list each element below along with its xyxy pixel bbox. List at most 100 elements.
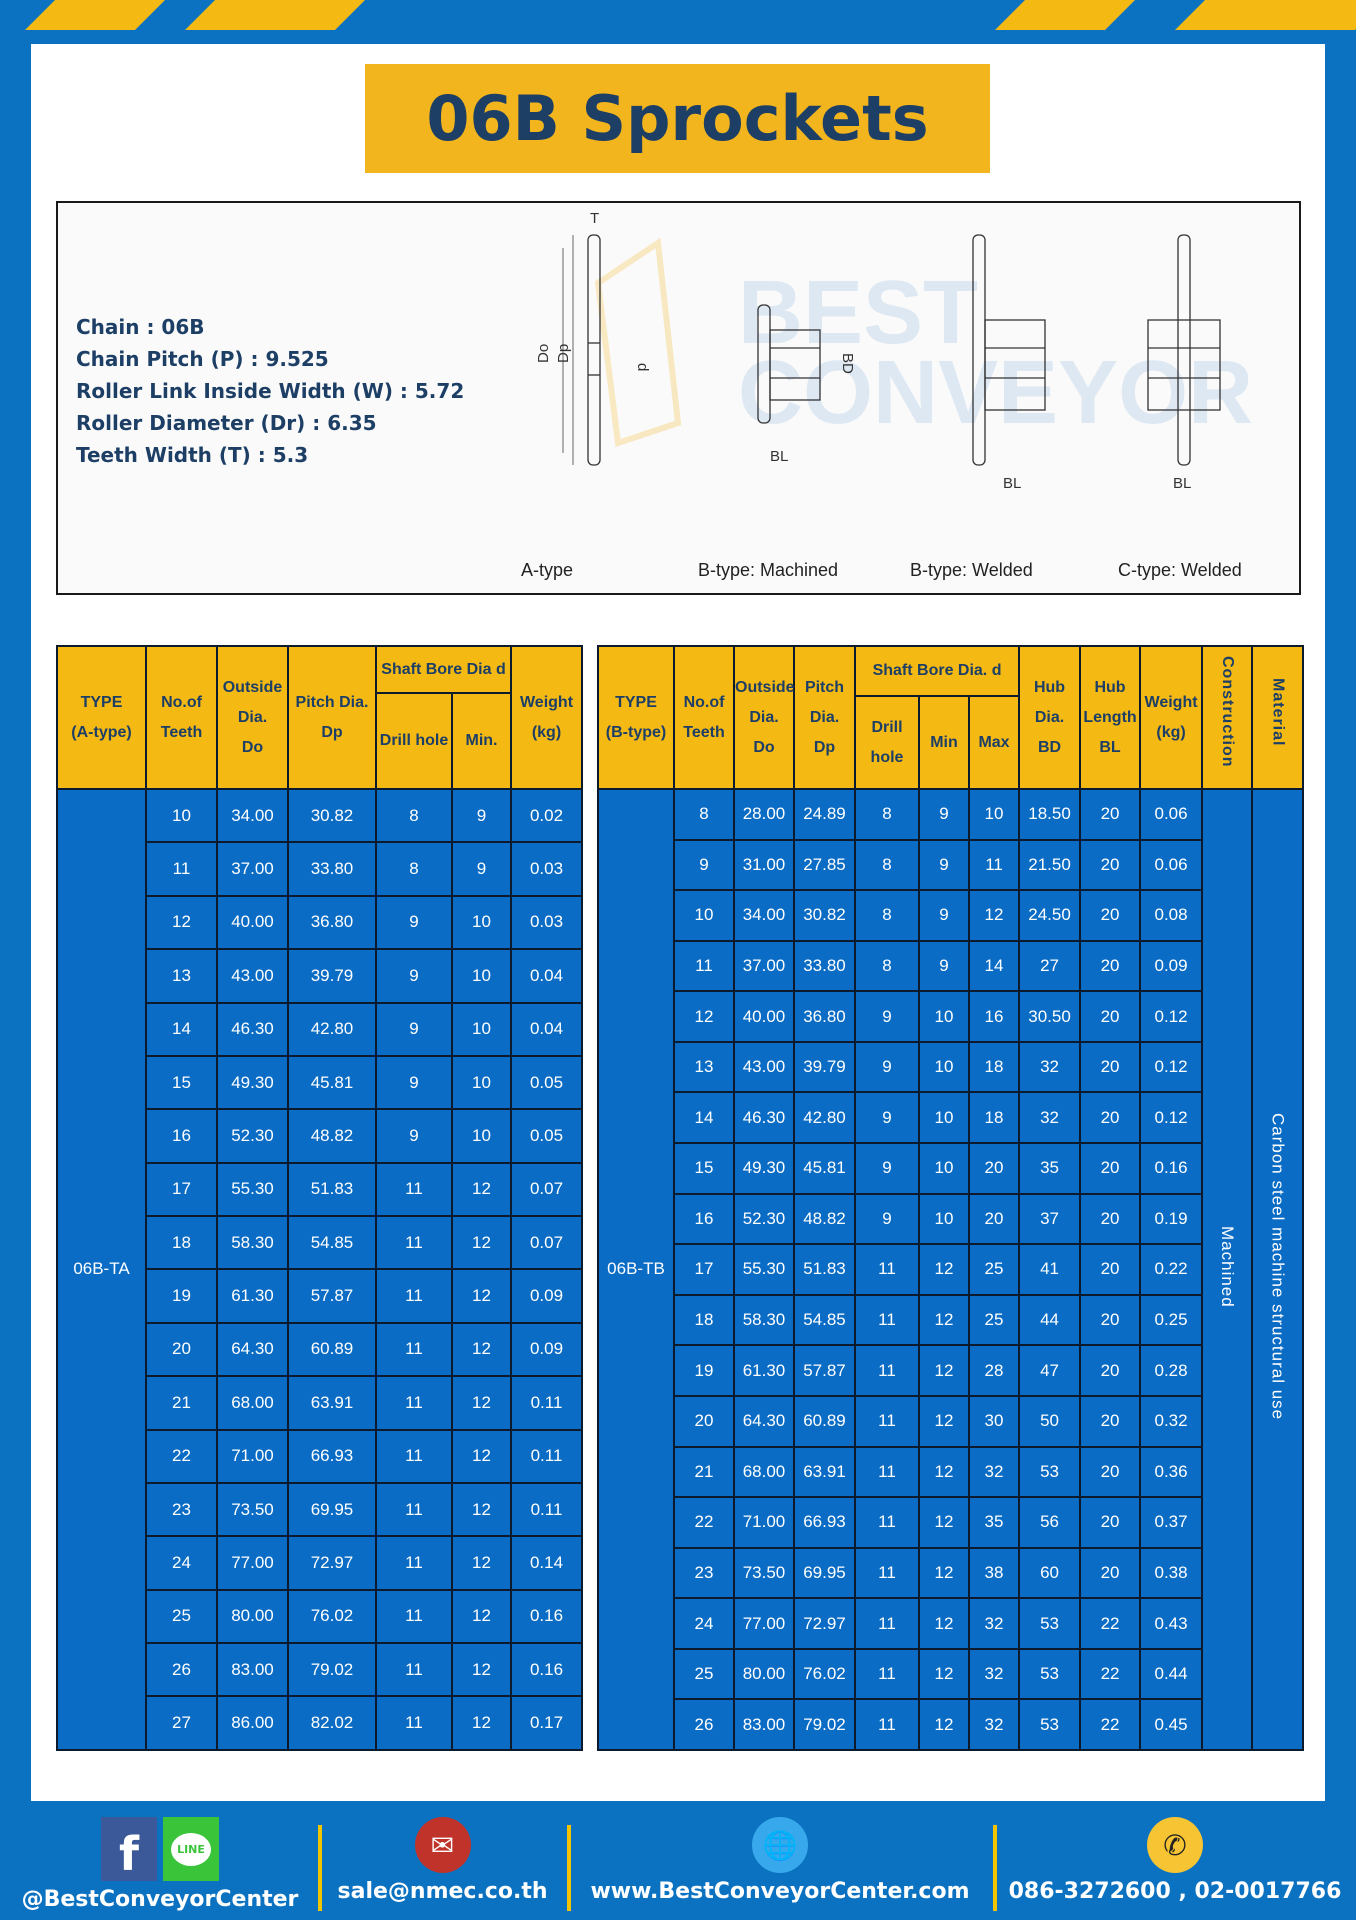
hub-length-cell: 22 <box>1079 1647 1142 1701</box>
outside-dia-cell: 28.00 <box>733 788 795 841</box>
header-teeth: No.of Teeth <box>145 645 218 790</box>
weight-cell: 0.02 <box>510 787 583 844</box>
pitch-dia-cell: 39.79 <box>793 1040 856 1094</box>
min-bore-cell: 10 <box>451 1054 512 1111</box>
pitch-dia-cell: 79.02 <box>287 1641 377 1698</box>
teeth-cell: 9 <box>673 838 735 892</box>
outside-dia-cell: 49.30 <box>733 1142 795 1195</box>
type-cell: 06B-TB <box>597 788 675 1751</box>
drill-hole-cell: 11 <box>375 1321 453 1378</box>
min-bore-cell: 12 <box>451 1321 512 1378</box>
outside-dia-cell: 73.50 <box>216 1481 289 1538</box>
drill-hole-cell: 8 <box>854 939 920 993</box>
outside-dia-cell: 52.30 <box>216 1108 289 1164</box>
pitch-dia-cell: 57.87 <box>793 1344 856 1397</box>
pitch-dia-cell: 54.85 <box>287 1214 377 1271</box>
outside-dia-cell: 46.30 <box>216 1001 289 1057</box>
teeth-cell: 15 <box>145 1054 218 1111</box>
min-bore-cell: 9 <box>451 841 512 897</box>
pitch-dia-cell: 45.81 <box>287 1054 377 1111</box>
teeth-cell: 13 <box>673 1040 735 1094</box>
drill-hole-cell: 9 <box>375 1108 453 1164</box>
hub-length-cell: 20 <box>1079 1192 1142 1246</box>
weight-cell: 0.22 <box>1139 1243 1204 1296</box>
teeth-cell: 16 <box>145 1108 218 1164</box>
pitch-dia-cell: 33.80 <box>793 939 856 993</box>
header-outside-dia: Outside Dia. Do <box>733 645 795 790</box>
hub-dia-cell: 18.50 <box>1018 788 1082 841</box>
max-bore-cell: 18 <box>967 1091 1021 1145</box>
min-bore-cell: 10 <box>918 990 970 1043</box>
phone-numbers: 086-3272600 , 02-0017766 <box>1008 1879 1342 1904</box>
chain-specs: Chain : 06B Chain Pitch (P) : 9.525 Roll… <box>76 311 464 471</box>
divider <box>567 1825 571 1911</box>
table-row: 06B-TA 10 34.00 30.82 8 9 0.02 <box>56 787 583 1751</box>
pitch-dia-cell: 76.02 <box>793 1647 856 1701</box>
drill-hole-cell: 8 <box>375 787 453 844</box>
outside-dia-cell: 43.00 <box>733 1040 795 1094</box>
max-bore-cell: 11 <box>967 838 1021 892</box>
teeth-cell: 20 <box>673 1394 735 1448</box>
table-row: 22 71.00 66.93 11 12 35 56 20 0.37 <box>598 1496 1303 1549</box>
hub-dia-cell: 44 <box>1018 1293 1082 1347</box>
table-row: 26 83.00 79.02 11 12 0.16 <box>57 1641 583 1698</box>
table-row: 14 46.30 42.80 9 10 0.04 <box>57 1001 583 1057</box>
drill-hole-cell: 9 <box>854 1142 920 1195</box>
drill-hole-cell: 11 <box>375 1428 453 1484</box>
drill-hole-cell: 11 <box>375 1695 453 1751</box>
outside-dia-cell: 40.00 <box>733 990 795 1043</box>
min-bore-cell: 10 <box>918 1091 970 1145</box>
hub-length-cell: 20 <box>1079 889 1142 942</box>
drill-hole-cell: 8 <box>375 841 453 897</box>
dim-bl: BL <box>1173 475 1191 492</box>
line-icon: LINE <box>163 1817 219 1881</box>
min-bore-cell: 12 <box>918 1243 970 1296</box>
hub-length-cell: 20 <box>1079 1546 1142 1600</box>
header-type: TYPE (B-type) <box>597 645 675 790</box>
hub-dia-cell: 21.50 <box>1018 838 1082 892</box>
teeth-cell: 12 <box>673 990 735 1043</box>
teeth-cell: 21 <box>673 1445 735 1499</box>
table-row: 06B-TB 8 28.00 24.89 8 9 10 18.50 20 0.06 Machined… <box>597 788 1305 1751</box>
min-bore-cell: 12 <box>451 1641 512 1698</box>
header-shaft-bore: Shaft Bore Dia. d <box>853 645 1021 697</box>
outside-dia-cell: 31.00 <box>733 838 795 892</box>
weight-cell: 0.36 <box>1139 1445 1204 1499</box>
dim-bd: BD <box>839 353 856 374</box>
outside-dia-cell: 71.00 <box>733 1496 795 1549</box>
teeth-cell: 22 <box>673 1496 735 1549</box>
weight-cell: 0.16 <box>510 1641 583 1698</box>
drill-hole-cell: 9 <box>375 894 453 951</box>
header-type: TYPE (A-type) <box>56 645 147 790</box>
header-material: Material <box>1251 645 1305 790</box>
max-bore-cell: 32 <box>967 1597 1021 1650</box>
table-row: 24 77.00 72.97 11 12 0.14 <box>57 1535 583 1591</box>
weight-cell: 0.11 <box>510 1428 583 1484</box>
phone-contact[interactable]: ✆ 086-3272600 , 02-0017766 <box>1005 1817 1345 1904</box>
decor-stripe <box>1175 0 1356 30</box>
teeth-cell: 11 <box>673 939 735 993</box>
pitch-dia-cell: 24.89 <box>793 788 856 841</box>
weight-cell: 0.32 <box>1139 1394 1204 1448</box>
max-bore-cell: 14 <box>967 939 1021 993</box>
outside-dia-cell: 83.00 <box>733 1698 795 1751</box>
weight-cell: 0.03 <box>510 841 583 897</box>
drill-hole-cell: 9 <box>375 1001 453 1057</box>
teeth-cell: 11 <box>145 841 218 897</box>
weight-cell: 0.16 <box>510 1588 583 1645</box>
drill-hole-cell: 11 <box>854 1293 920 1347</box>
spec-inside-width: Roller Link Inside Width (W) : 5.72 <box>76 379 465 403</box>
weight-cell: 0.43 <box>1139 1597 1204 1650</box>
max-bore-cell: 25 <box>967 1243 1021 1296</box>
hub-length-cell: 20 <box>1079 990 1142 1043</box>
social-contact[interactable]: f LINE @BestConveyorCenter <box>20 1817 300 1912</box>
table-row: 23 73.50 69.95 11 12 38 60 20 0.38 <box>598 1546 1303 1600</box>
website-contact[interactable]: 🌐 www.BestConveyorCenter.com <box>580 1817 980 1904</box>
max-bore-cell: 18 <box>967 1040 1021 1094</box>
construction-cell: Machined <box>1201 788 1254 1751</box>
weight-cell: 0.37 <box>1139 1496 1204 1549</box>
drill-hole-cell: 11 <box>375 1481 453 1538</box>
decor-stripe <box>25 0 165 30</box>
email-contact[interactable]: ✉ sale@nmec.co.th <box>330 1817 555 1904</box>
contact-footer: f LINE @BestConveyorCenter ✉ sale@nmec.c… <box>0 1801 1356 1920</box>
